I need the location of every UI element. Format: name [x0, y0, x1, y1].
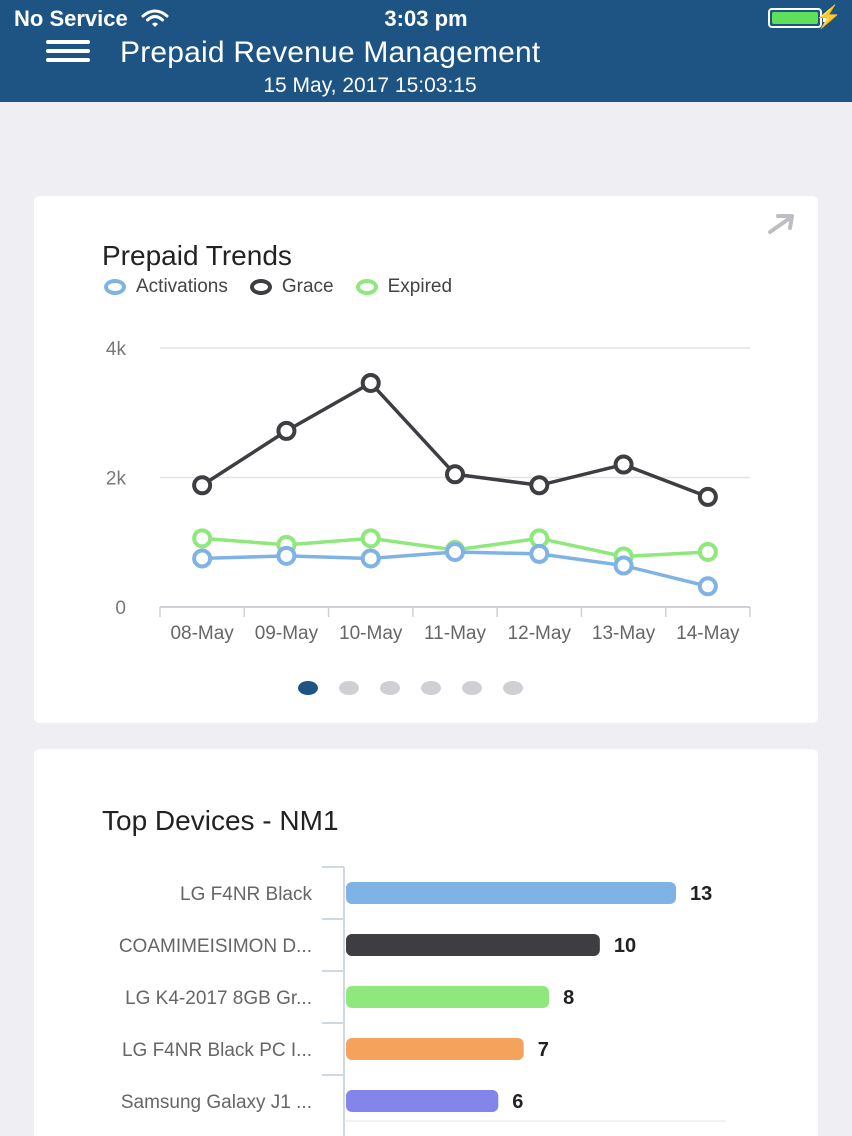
device-label: LG F4NR Black	[180, 884, 312, 905]
pager-dot[interactable]	[379, 681, 400, 695]
bar-value-label: 13	[690, 883, 712, 905]
data-point-activations	[445, 541, 465, 562]
grace-legend-icon	[249, 279, 272, 295]
data-point-grace	[276, 420, 297, 441]
device-bar	[346, 882, 676, 904]
x-tick-label: 13-May	[592, 623, 656, 644]
data-point-expired	[192, 528, 213, 549]
legend-label: Expired	[387, 276, 453, 297]
trends-legend: Activations Grace Expired	[104, 276, 452, 298]
legend-grace[interactable]: Grace	[249, 276, 334, 298]
pager-dot[interactable]	[502, 681, 523, 695]
page-title: Prepaid Revenue Management	[120, 36, 541, 69]
battery-level	[772, 12, 818, 24]
data-point-grace	[192, 475, 213, 496]
x-tick-label: 11-May	[424, 623, 486, 644]
device-bar	[346, 1090, 499, 1112]
status-carrier: No Service	[14, 6, 170, 32]
header-datetime: 15 May, 2017 15:03:15	[263, 74, 477, 97]
data-point-activations	[697, 576, 718, 597]
prepaid-trends-card: Prepaid Trends Activations Grace Expired…	[34, 196, 818, 723]
x-tick-label: 08-May	[170, 623, 234, 644]
bar-value-label: 7	[538, 1039, 549, 1061]
data-point-grace	[613, 454, 634, 475]
bar-value-label: 6	[512, 1091, 523, 1113]
data-point-activations	[529, 543, 550, 564]
x-tick-label: 12-May	[508, 623, 572, 644]
data-point-activations	[613, 555, 634, 576]
carrier-label: No Service	[14, 6, 128, 31]
device-label: Samsung Galaxy J1 ...	[121, 1092, 312, 1113]
bar-value-label: 10	[614, 935, 636, 957]
data-point-grace	[445, 464, 465, 485]
data-point-activations	[192, 548, 213, 569]
device-label: COAMIMEISIMON D...	[119, 936, 312, 957]
prepaid-trends-chart: 0 2k 4k 08-May 09-May 10-May 11-May 12-May 13-Ma…	[106, 339, 751, 644]
data-point-grace	[529, 475, 550, 496]
status-time: 3:03 pm	[384, 6, 468, 31]
top-devices-card: Top Devices - NM1 LG F4NR Black 13 COAMIME…	[34, 749, 818, 1136]
activations-legend-icon	[104, 279, 126, 295]
device-label: LG F4NR Black PC I...	[122, 1040, 312, 1061]
device-bar	[346, 986, 550, 1008]
legend-activations[interactable]: Activations	[104, 276, 228, 298]
wifi-icon	[141, 9, 169, 27]
data-point-activations	[360, 548, 381, 569]
data-point-expired	[697, 541, 718, 562]
battery-icon	[768, 8, 822, 28]
data-point-activations	[276, 545, 297, 566]
app-header: No Service 3:03 pm ⚡ Prepaid Revenue Man…	[0, 0, 852, 102]
devices-title: Top Devices - NM1	[102, 805, 339, 836]
device-bar	[346, 934, 600, 956]
x-tick-label: 09-May	[255, 623, 319, 644]
x-tick-label: 10-May	[339, 623, 403, 644]
charging-bolt-icon: ⚡	[814, 4, 842, 29]
y-tick-label: 0	[115, 598, 126, 619]
y-tick-label: 2k	[106, 469, 127, 490]
data-point-expired	[360, 528, 381, 549]
pager-dot[interactable]	[461, 681, 482, 695]
pager-dot[interactable]	[297, 681, 318, 695]
pager-dot[interactable]	[338, 681, 359, 695]
trends-title: Prepaid Trends	[102, 240, 292, 271]
device-bar	[346, 1038, 524, 1060]
data-point-grace	[360, 372, 381, 393]
legend-expired[interactable]: Expired	[355, 276, 453, 298]
legend-label: Activations	[136, 276, 228, 297]
expired-legend-icon	[355, 279, 378, 295]
pager-dot[interactable]	[420, 681, 441, 695]
battery-tip	[823, 14, 827, 22]
data-point-grace	[697, 486, 718, 507]
hamburger-menu-icon[interactable]	[46, 40, 92, 64]
expand-arrow-icon[interactable]	[766, 212, 796, 236]
device-label: LG K4-2017 8GB Gr...	[125, 988, 312, 1009]
chart-pager	[34, 681, 818, 695]
bar-value-label: 8	[563, 987, 574, 1009]
legend-label: Grace	[281, 276, 334, 297]
top-devices-chart: LG F4NR Black 13 COAMIMEISIMON D... 10 LG K4…	[119, 866, 726, 1136]
x-tick-label: 14-May	[676, 623, 740, 644]
y-tick-label: 4k	[106, 339, 127, 360]
